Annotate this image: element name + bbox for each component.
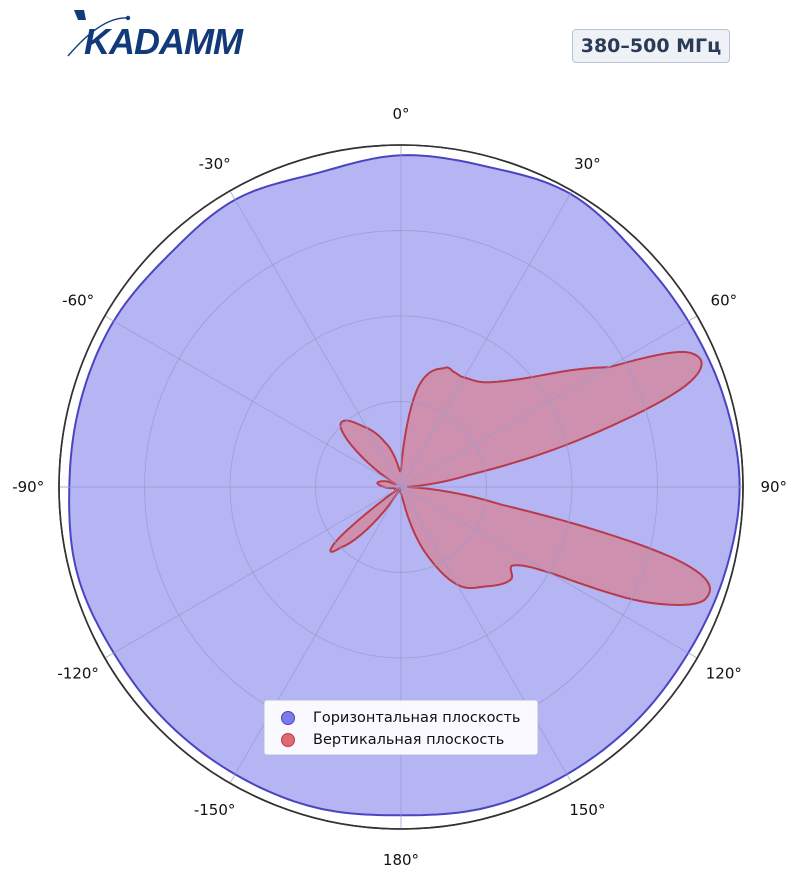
legend-item-vertical: Вертикальная плоскость <box>281 729 537 751</box>
grid-spoke-300 <box>104 315 402 488</box>
grid-spoke-240 <box>104 486 402 659</box>
angle-label: 60° <box>711 292 738 310</box>
angle-labels: 0° 30° 60° 90° 120° 150° 180° -150° -120° -90° -60… <box>12 105 787 869</box>
legend: Горизонтальная плоскость Вертикальная пл… <box>264 700 538 755</box>
logo-swoosh <box>67 17 129 57</box>
logo-dot <box>125 15 131 21</box>
kadamm-logo: KADAMM <box>67 10 245 62</box>
angle-label: -120° <box>57 664 99 682</box>
angle-label: -90° <box>12 478 44 496</box>
grid-spoke-150 <box>400 486 573 784</box>
grid-spoke-210 <box>229 486 402 784</box>
legend-item-horizontal: Горизонтальная плоскость <box>281 707 537 729</box>
angle-label: 180° <box>383 851 419 869</box>
legend-label-horizontal: Горизонтальная плоскость <box>313 710 521 726</box>
angle-label: 120° <box>706 664 742 682</box>
angle-label: -30° <box>199 155 231 173</box>
logo-text: KADAMM <box>84 21 244 62</box>
angle-label: -60° <box>62 292 94 310</box>
grid-lines <box>58 144 744 830</box>
outer-ring-stroke <box>58 144 744 830</box>
frequency-badge: 380–500 МГц <box>572 29 730 63</box>
angle-label: 90° <box>760 478 787 496</box>
legend-marker-vertical <box>281 733 295 747</box>
vertical-plane-series <box>329 350 712 607</box>
grid-spoke-30 <box>400 190 573 488</box>
legend-marker-horizontal <box>281 711 295 725</box>
logo-mark <box>74 10 86 20</box>
frequency-badge-text: 380–500 МГц <box>580 35 722 57</box>
angle-label: 150° <box>569 801 605 819</box>
grid-spoke-60 <box>400 315 698 488</box>
angle-label: 30° <box>574 155 601 173</box>
grid-spoke-330 <box>229 190 402 488</box>
angle-label: 0° <box>392 105 409 123</box>
legend-label-vertical: Вертикальная плоскость <box>313 732 505 748</box>
grid-spoke-120 <box>400 486 698 659</box>
angle-label: -150° <box>194 801 236 819</box>
